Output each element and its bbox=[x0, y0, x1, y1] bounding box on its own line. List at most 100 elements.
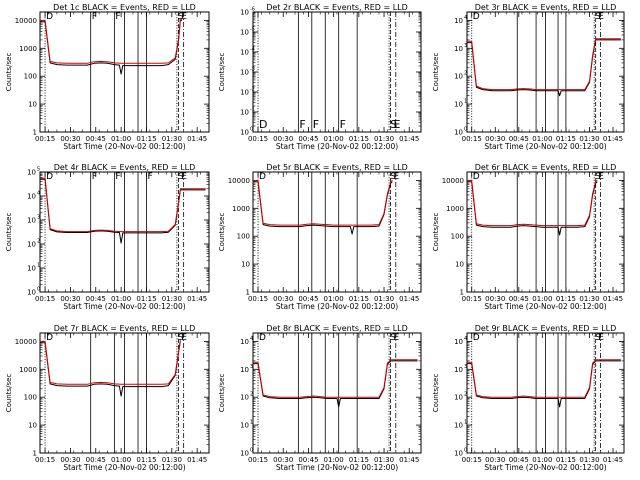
marker-e: E bbox=[393, 333, 399, 343]
panel-title: Det 3r BLACK = Events, RED = LLD bbox=[475, 3, 617, 12]
y-tick-exponent: -4 bbox=[250, 47, 255, 53]
y-tick-exponent: 4 bbox=[37, 191, 40, 197]
x-tick-label: 00:30 bbox=[60, 295, 80, 303]
x-tick-label: 01:00 bbox=[111, 135, 131, 143]
y-tick-label: 10 bbox=[240, 338, 249, 346]
x-tick-label: 01:45 bbox=[399, 295, 419, 303]
y-axis-label: Counts/sec bbox=[5, 213, 13, 252]
x-axis-label: Start Time (20-Nov-02 00:12:00) bbox=[276, 463, 398, 472]
y-tick-label: 100 bbox=[24, 73, 37, 81]
x-tick-label: 00:15 bbox=[248, 295, 268, 303]
x-tick-label: 01:30 bbox=[579, 295, 599, 303]
y-tick-exponent: 0 bbox=[464, 448, 467, 454]
y-tick-label: 10 bbox=[454, 45, 463, 53]
x-tick-label: 01:15 bbox=[349, 295, 369, 303]
panel-title: Det 1c BLACK = Events, RED = LLD bbox=[53, 3, 196, 12]
y-tick-label: 10 bbox=[28, 101, 37, 109]
y-tick-label: 10 bbox=[240, 89, 249, 97]
y-tick-exponent: 2 bbox=[464, 71, 467, 77]
y-tick-label: 10000 bbox=[228, 177, 250, 185]
y-tick-label: 1 bbox=[33, 129, 37, 137]
series-lld-line bbox=[40, 18, 182, 64]
y-tick-label: 10 bbox=[240, 69, 249, 77]
x-axis-label: Start Time (20-Nov-02 00:12:00) bbox=[276, 302, 398, 311]
series-events-line bbox=[40, 341, 181, 397]
y-tick-label: 10 bbox=[454, 366, 463, 374]
y-tick-label: 1000 bbox=[19, 45, 37, 53]
x-tick-label: 01:15 bbox=[556, 135, 576, 143]
marker-e: E bbox=[598, 12, 604, 22]
x-axis-label: Start Time (20-Nov-02 00:12:00) bbox=[484, 302, 606, 311]
x-tick-label: 01:30 bbox=[162, 456, 182, 464]
y-tick-label: 10 bbox=[240, 109, 249, 117]
y-tick-label: 10 bbox=[240, 366, 249, 374]
y-axis-label: Counts/sec bbox=[5, 374, 13, 413]
marker-d: D bbox=[46, 12, 53, 22]
y-axis-label: Counts/sec bbox=[432, 374, 440, 413]
marker-f: F bbox=[147, 172, 152, 182]
x-tick-label: 00:45 bbox=[509, 295, 529, 303]
x-tick-label: 01:00 bbox=[324, 295, 344, 303]
x-axis-label: Start Time (20-Nov-02 00:12:00) bbox=[63, 302, 185, 311]
x-tick-label: 01:00 bbox=[324, 135, 344, 143]
y-tick-label: 10 bbox=[240, 49, 249, 57]
marker-e: E bbox=[181, 333, 187, 343]
y-axis-label: Counts/sec bbox=[218, 53, 226, 92]
marker-s: S bbox=[178, 172, 184, 182]
series-lld-line bbox=[467, 359, 621, 398]
marker-s: S bbox=[178, 12, 184, 22]
x-tick-label: 00:30 bbox=[273, 135, 293, 143]
series-lld-line bbox=[40, 340, 181, 385]
y-tick-label: 10 bbox=[240, 394, 249, 402]
marker-s: S bbox=[390, 172, 396, 182]
x-tick-label: 00:45 bbox=[509, 135, 529, 143]
series-lld-line bbox=[253, 179, 393, 226]
x-tick-label: 00:45 bbox=[86, 456, 106, 464]
series-events-line bbox=[467, 360, 621, 408]
x-tick-label: 00:15 bbox=[35, 135, 55, 143]
y-tick-exponent: -3 bbox=[250, 67, 255, 73]
x-tick-label: 01:45 bbox=[187, 295, 207, 303]
series-events-line bbox=[40, 178, 206, 244]
y-tick-label: 100 bbox=[237, 233, 250, 241]
x-tick-label: 01:30 bbox=[374, 295, 394, 303]
marker-d: D bbox=[46, 172, 53, 182]
y-tick-exponent: 3 bbox=[37, 215, 40, 221]
y-tick-label: 10000 bbox=[15, 338, 37, 346]
series-lld-line bbox=[40, 177, 206, 233]
y-tick-label: 10 bbox=[454, 338, 463, 346]
y-tick-label: 1000 bbox=[232, 205, 250, 213]
y-tick-exponent: 0 bbox=[250, 448, 253, 454]
marker-e: E bbox=[598, 333, 604, 343]
y-tick-exponent: 1 bbox=[464, 420, 467, 426]
y-axis-label: Counts/sec bbox=[432, 213, 440, 252]
marker-e: E bbox=[181, 12, 187, 22]
y-tick-exponent: 1 bbox=[464, 99, 467, 105]
marker-d: D bbox=[259, 172, 266, 182]
y-axis-label: Counts/sec bbox=[218, 374, 226, 413]
x-tick-label: 01:00 bbox=[324, 456, 344, 464]
x-tick-label: 01:30 bbox=[374, 135, 394, 143]
x-tick-label: 01:45 bbox=[187, 456, 207, 464]
x-tick-label: 00:45 bbox=[298, 135, 318, 143]
x-tick-label: 01:45 bbox=[603, 135, 623, 143]
x-tick-label: 01:30 bbox=[162, 135, 182, 143]
x-tick-label: 00:45 bbox=[298, 295, 318, 303]
panel-7: Det 7r BLACK = Events, RED = LLD Counts/s… bbox=[5, 324, 210, 472]
x-tick-label: 01:15 bbox=[136, 295, 156, 303]
x-tick-label: 01:00 bbox=[111, 456, 131, 464]
marker-d: D bbox=[46, 333, 53, 343]
panel-9: Det 9r BLACK = Events, RED = LLD Counts/s… bbox=[432, 324, 625, 472]
x-axis-label: Start Time (20-Nov-02 00:12:00) bbox=[63, 142, 185, 151]
y-tick-label: 1 bbox=[460, 289, 464, 297]
y-tick-exponent: -1 bbox=[250, 107, 255, 113]
x-tick-label: 00:30 bbox=[485, 135, 505, 143]
y-tick-label: 10 bbox=[455, 261, 464, 269]
y-tick-exponent: 4 bbox=[250, 336, 253, 342]
marker-f: F bbox=[299, 118, 305, 131]
x-tick-label: 00:30 bbox=[485, 456, 505, 464]
y-tick-label: 10000 bbox=[15, 17, 37, 25]
x-tick-label: 01:00 bbox=[532, 456, 552, 464]
y-tick-label: 10 bbox=[240, 422, 249, 430]
x-tick-label: 00:30 bbox=[485, 295, 505, 303]
